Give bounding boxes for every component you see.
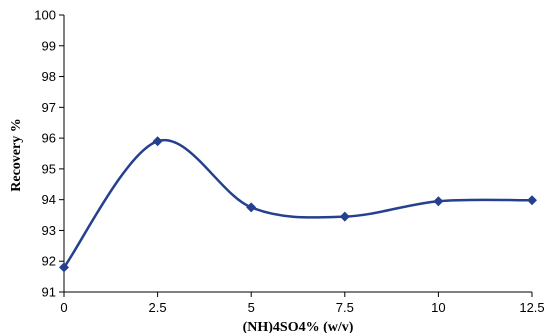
data-point bbox=[246, 202, 257, 213]
y-tick-label: 99 bbox=[42, 38, 56, 53]
y-tick-label: 94 bbox=[42, 192, 56, 207]
x-axis-ticks: 0 2.5 5 7.5 10 12.5 bbox=[60, 292, 545, 315]
y-tick-label: 100 bbox=[34, 8, 56, 23]
data-markers bbox=[59, 136, 537, 273]
y-tick-label: 97 bbox=[42, 100, 56, 115]
y-tick-label: 91 bbox=[42, 285, 56, 300]
x-tick-label: 7.5 bbox=[336, 300, 354, 315]
y-tick-label: 98 bbox=[42, 69, 56, 84]
data-point bbox=[433, 196, 444, 207]
y-tick-label: 96 bbox=[42, 131, 56, 146]
x-axis-title: (NH)4SO4% (w/v) bbox=[243, 320, 354, 333]
data-point bbox=[59, 262, 69, 273]
data-point bbox=[152, 136, 163, 147]
x-tick-label: 5 bbox=[248, 300, 255, 315]
y-axis-ticks: 91 92 93 94 95 96 97 98 99 100 bbox=[34, 8, 64, 300]
y-axis-title: Recovery % bbox=[9, 118, 24, 191]
data-point bbox=[527, 195, 537, 206]
data-point bbox=[339, 211, 350, 222]
x-tick-label: 12.5 bbox=[519, 300, 544, 315]
series-line bbox=[62, 138, 533, 269]
y-tick-label: 93 bbox=[42, 223, 56, 238]
x-tick-label: 2.5 bbox=[149, 300, 167, 315]
y-tick-label: 95 bbox=[42, 161, 56, 176]
x-tick-label: 10 bbox=[431, 300, 445, 315]
y-tick-label: 92 bbox=[42, 254, 56, 269]
x-tick-label: 0 bbox=[60, 300, 67, 315]
